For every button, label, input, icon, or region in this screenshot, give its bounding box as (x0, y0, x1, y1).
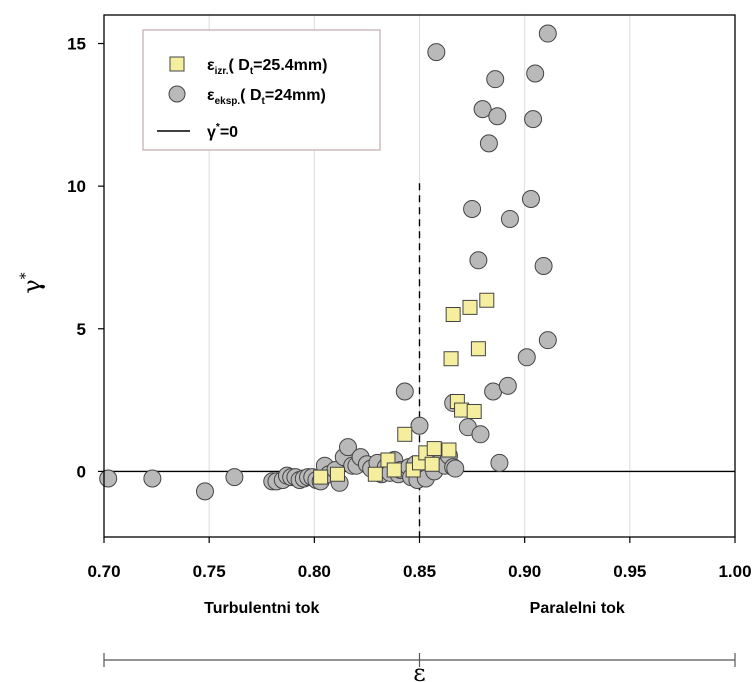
data-points (99, 24, 557, 501)
data-point-izr (386, 462, 402, 478)
data-point-eksp (395, 382, 414, 401)
data-point-izr (367, 466, 383, 482)
data-point-eksp (469, 251, 488, 270)
data-point-izr (424, 456, 440, 472)
data-point-izr (443, 351, 459, 367)
data-point-eksp (500, 209, 519, 228)
data-point-eksp (538, 331, 557, 350)
flow-regions: Turbulentni tok Paralelni tok (103, 600, 736, 667)
x-tick-label: 0.80 (298, 562, 331, 581)
data-point-izr (441, 442, 457, 458)
y-tick-label: 10 (67, 177, 86, 196)
data-point-izr (397, 426, 413, 442)
data-point-izr (454, 402, 470, 418)
data-point-eksp (463, 199, 482, 218)
region-label: Turbulentni tok (204, 600, 319, 617)
legend-circle-marker (168, 85, 186, 103)
y-tick-label: 5 (77, 320, 86, 339)
data-point-eksp (473, 100, 492, 119)
data-point-izr (470, 341, 486, 357)
legend: εizr.( Dt=25.4mm) εeksp.( Dt=24mm) γ*=0 (142, 29, 381, 151)
x-tick-label: 1.00 (718, 562, 751, 581)
data-point-eksp (521, 189, 540, 208)
data-point-eksp (143, 469, 162, 488)
x-tick-label: 0.75 (193, 562, 226, 581)
region-label: Paralelni tok (530, 600, 625, 617)
data-point-izr (329, 466, 345, 482)
x-tick-label: 0.85 (403, 562, 436, 581)
data-point-eksp (538, 24, 557, 43)
data-point-izr (426, 441, 442, 457)
data-point-eksp (498, 376, 517, 395)
y-axis-label-main: γ (18, 279, 46, 293)
data-point-eksp (99, 469, 118, 488)
data-point-eksp (526, 64, 545, 83)
x-tick-label: 0.90 (508, 562, 541, 581)
axis-ticks: 0.70 0.75 0.80 0.85 0.90 0.95 1.00 0 5 10 15 (67, 35, 751, 581)
legend-label: γ*=0 (207, 122, 238, 141)
legend-label: εizr.( Dt=25.4mm) (207, 57, 327, 77)
data-point-eksp (225, 468, 244, 487)
legend-square-marker (169, 56, 185, 72)
x-axis-label: ε (413, 659, 425, 682)
legend-label: εeksp.( Dt=24mm) (207, 87, 326, 107)
data-point-eksp (195, 482, 214, 501)
data-point-izr (462, 299, 478, 315)
data-point-eksp (446, 459, 465, 478)
data-point-eksp (486, 70, 505, 89)
data-point-eksp (534, 257, 553, 276)
data-point-eksp (471, 425, 490, 444)
data-point-eksp (479, 134, 498, 153)
data-point-izr (445, 307, 461, 323)
x-tick-label: 0.70 (87, 562, 120, 581)
data-point-eksp (488, 107, 507, 126)
data-point-eksp (524, 110, 543, 129)
y-tick-label: 15 (67, 35, 86, 54)
data-point-eksp (410, 416, 429, 435)
data-point-eksp (338, 438, 357, 457)
y-tick-label: 0 (77, 462, 86, 481)
y-axis-label-sup: * (18, 272, 34, 279)
data-point-eksp (517, 348, 536, 367)
y-axis-label: γ* (18, 272, 46, 293)
data-point-izr (479, 292, 495, 308)
data-point-eksp (427, 43, 446, 62)
x-tick-label: 0.95 (613, 562, 646, 581)
data-point-eksp (490, 453, 509, 472)
data-point-izr (466, 403, 482, 419)
data-point-izr (313, 469, 329, 485)
